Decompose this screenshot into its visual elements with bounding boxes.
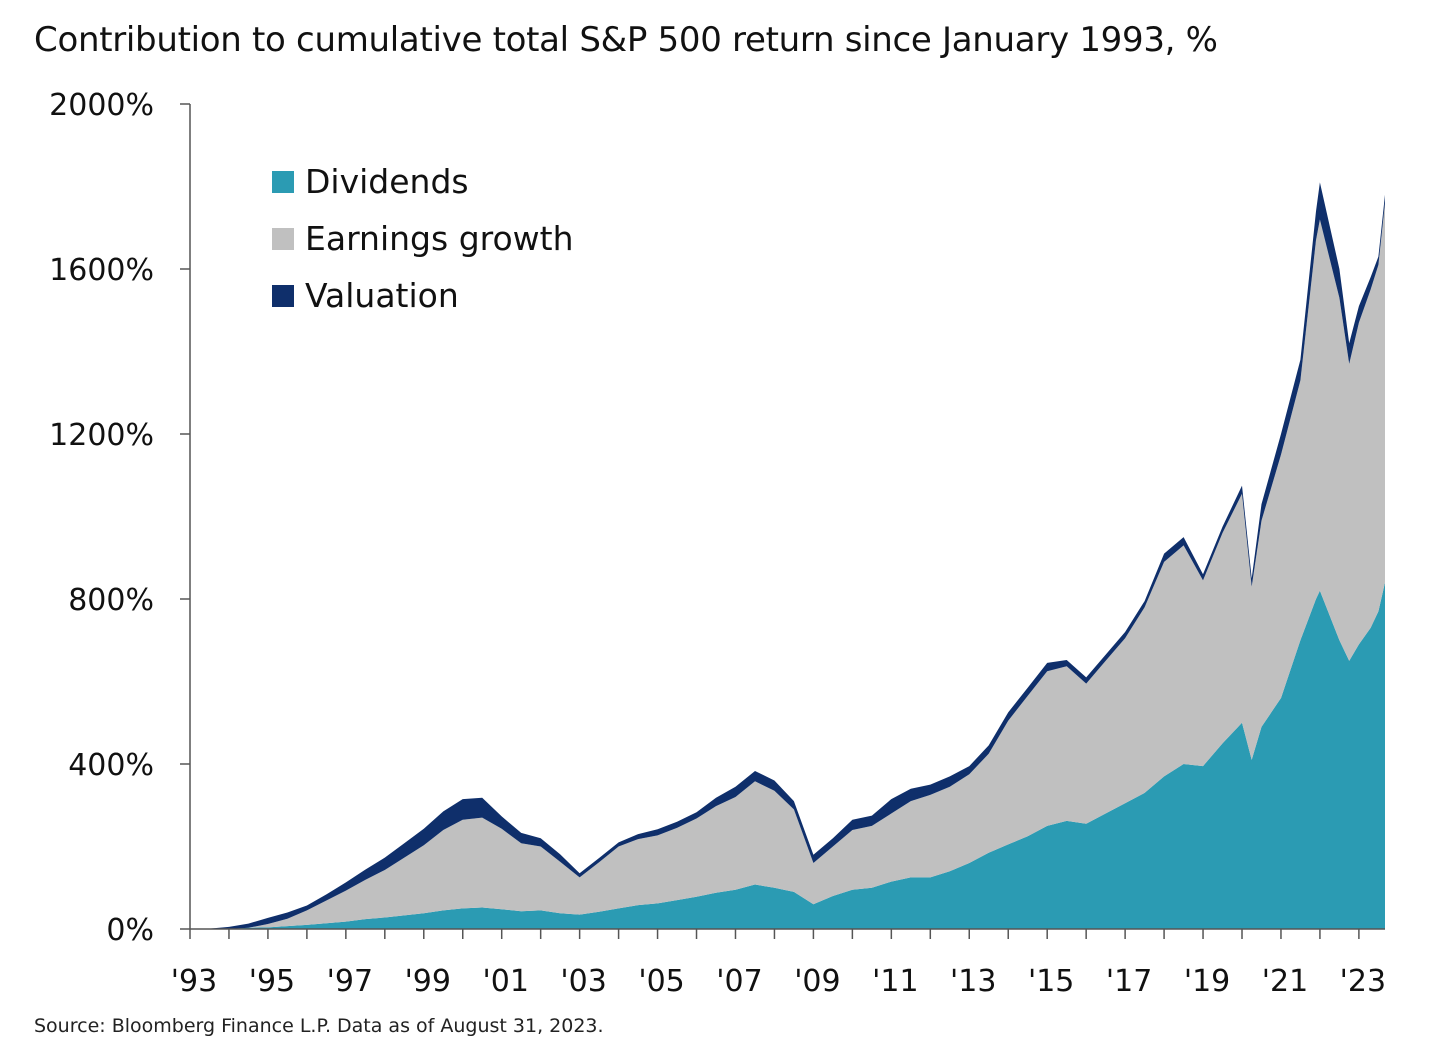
y-tick-label: 1600% <box>49 253 154 288</box>
x-tick-label: '01 <box>482 964 528 999</box>
x-tick-label: '07 <box>716 964 762 999</box>
x-tick-label: '93 <box>171 964 217 999</box>
x-tick-label: '99 <box>405 964 451 999</box>
x-tick-label: '95 <box>249 964 295 999</box>
legend-label-valuation: Valuation <box>305 276 459 315</box>
x-tick-label: '21 <box>1262 964 1308 999</box>
x-tick-label: '97 <box>327 964 373 999</box>
x-tick-label: '13 <box>950 964 996 999</box>
legend-label-dividends: Dividends <box>305 162 469 201</box>
x-tick-label: '05 <box>638 964 684 999</box>
axes-group: 0% 400% 800% 1200% 1600% 2000% '93 '95 '97 '99 '01… <box>49 88 1386 999</box>
x-tick-label: '19 <box>1184 964 1230 999</box>
x-tick-label: '17 <box>1106 964 1152 999</box>
legend-swatch-valuation <box>272 285 294 307</box>
x-tick-label: '03 <box>560 964 606 999</box>
source-note: Source: Bloomberg Finance L.P. Data as o… <box>34 1015 604 1037</box>
x-tick-label: '09 <box>794 964 840 999</box>
y-tick-label: 2000% <box>49 88 154 123</box>
area-series-earnings-growth <box>190 203 1385 929</box>
legend-swatch-earnings-growth <box>272 228 294 250</box>
y-tick-label: 800% <box>68 583 154 618</box>
area-series-dividends <box>190 582 1385 929</box>
legend: Dividends Earnings growth Valuation <box>272 162 574 315</box>
y-tick-label: 1200% <box>49 418 154 453</box>
legend-swatch-dividends <box>272 171 294 193</box>
chart-title: Contribution to cumulative total S&P 500… <box>34 20 1218 60</box>
area-series-group <box>190 182 1385 929</box>
x-tick-label: '15 <box>1028 964 1074 999</box>
y-tick-label: 400% <box>68 748 154 783</box>
x-tick-label: '11 <box>872 964 918 999</box>
y-tick-label: 0% <box>106 913 154 948</box>
legend-label-earnings-growth: Earnings growth <box>305 219 574 258</box>
x-tick-label: '23 <box>1340 964 1386 999</box>
